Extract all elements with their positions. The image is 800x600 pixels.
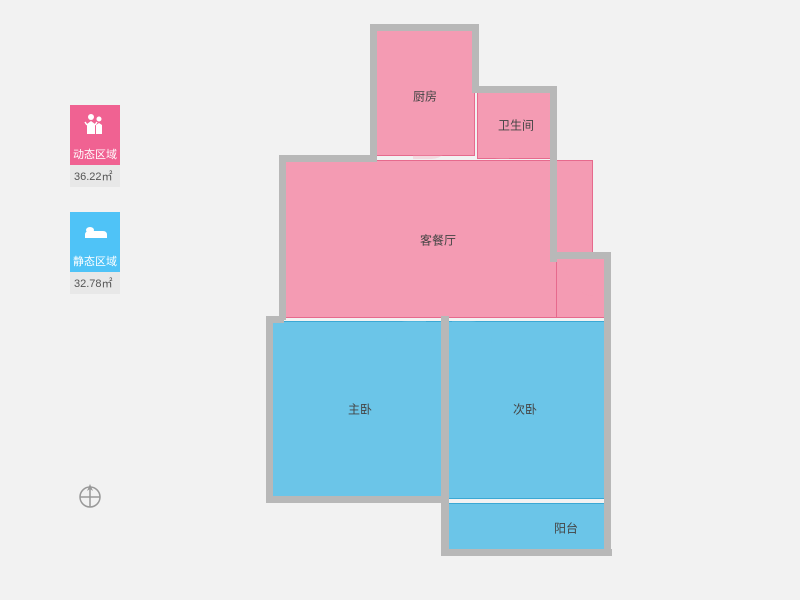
wall xyxy=(550,86,557,262)
room-bathroom-label: 卫生间 xyxy=(498,117,534,134)
wall xyxy=(370,24,377,162)
wall xyxy=(266,316,273,501)
legend-panel: 动态区域 36.22㎡ 静态区域 32.78㎡ xyxy=(60,105,130,319)
bed-icon xyxy=(70,212,120,250)
floorplan: 厨房 卫生间 客餐厅 主卧 次卧 阳台 xyxy=(270,24,620,579)
wall xyxy=(550,252,610,259)
wall xyxy=(604,496,611,554)
legend-static-value: 32.78㎡ xyxy=(70,272,120,294)
wall xyxy=(472,86,557,93)
room-living-label: 客餐厅 xyxy=(420,232,456,249)
compass-icon xyxy=(75,480,105,510)
door-arc xyxy=(413,139,451,159)
wall xyxy=(279,155,375,162)
room-second-label: 次卧 xyxy=(513,401,537,418)
wall xyxy=(441,316,449,554)
wall xyxy=(266,496,448,503)
room-balcony xyxy=(447,503,608,553)
legend-dynamic-value: 36.22㎡ xyxy=(70,165,120,187)
legend-dynamic: 动态区域 36.22㎡ xyxy=(60,105,130,187)
wall xyxy=(279,155,286,320)
room-kitchen-label: 厨房 xyxy=(413,88,437,105)
legend-static: 静态区域 32.78㎡ xyxy=(60,212,130,294)
wall xyxy=(472,24,479,92)
people-icon xyxy=(70,105,120,143)
wall xyxy=(370,24,478,31)
legend-static-label: 静态区域 xyxy=(70,250,120,272)
wall xyxy=(604,252,611,503)
room-master-label: 主卧 xyxy=(348,401,372,418)
legend-dynamic-label: 动态区域 xyxy=(70,143,120,165)
room-balcony-label: 阳台 xyxy=(554,520,578,537)
wall xyxy=(441,549,612,556)
